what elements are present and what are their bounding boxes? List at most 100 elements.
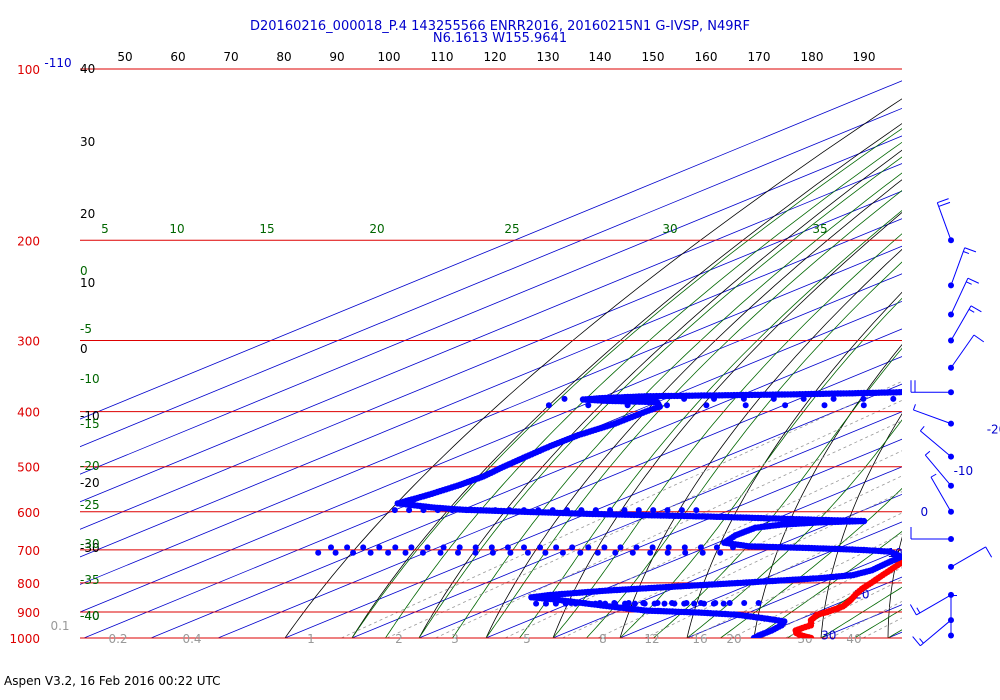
wind-barb	[948, 305, 982, 344]
dewpoint-point	[770, 395, 777, 402]
mixing-ratio-line	[690, 533, 902, 638]
dewpoint-point	[986, 318, 992, 324]
dewpoint-point	[740, 395, 747, 402]
dry-adiabat-line	[284, 98, 902, 638]
dewpoint-point	[651, 395, 658, 402]
isotherm-line	[80, 245, 902, 585]
dewpoint-point	[996, 382, 1000, 388]
wind-barb-flag	[970, 305, 982, 313]
isotherm-line	[80, 135, 902, 475]
isobar-label-100: 100	[17, 63, 40, 77]
dewpoint-point	[681, 395, 688, 402]
dewpoint-point	[964, 387, 970, 393]
isotherm-line	[485, 466, 902, 638]
wind-barb	[948, 277, 979, 318]
wind-barb-staff	[950, 277, 969, 315]
isotherm-line	[552, 493, 902, 638]
dewpoint-point	[506, 507, 513, 514]
dewpoint-point	[552, 600, 559, 607]
top-axis-label: 130	[537, 50, 560, 64]
dewpoint-point	[917, 389, 923, 395]
isotherm-line	[955, 69, 1000, 638]
dewpoint-point	[585, 402, 592, 409]
dewpoint-point	[988, 311, 994, 317]
isotherm-line	[820, 604, 902, 638]
dewpoint-point	[391, 507, 398, 514]
isotherm-label: -20	[987, 423, 1000, 437]
dewpoint-point	[492, 507, 499, 514]
dewpoint-point	[966, 387, 972, 393]
dewpoint-point	[624, 402, 631, 409]
temperature-point	[994, 473, 1000, 479]
temperature-point	[992, 475, 998, 481]
temperature-point	[934, 525, 940, 531]
dewpoint-point	[985, 381, 991, 387]
dewpoint-point	[344, 544, 351, 551]
dewpoint-point	[742, 402, 749, 409]
top-axis-label: 190	[853, 50, 876, 64]
temperature-point	[965, 499, 971, 505]
dewpoint-point	[969, 347, 975, 353]
dewpoint-point	[902, 389, 908, 395]
temperature-point	[961, 502, 967, 508]
dewpoint-point	[976, 343, 982, 349]
dewpoint-point	[535, 507, 542, 514]
wind-barb-staff	[950, 247, 966, 286]
isotherm-line	[150, 328, 902, 638]
moist-adiabat-line	[820, 586, 902, 638]
dewpoint-point	[328, 544, 334, 551]
dewpoint-point	[984, 325, 990, 331]
dewpoint-point	[596, 600, 603, 606]
wind-barb-staff	[950, 305, 972, 341]
dewpoint-point	[976, 380, 982, 386]
mixing-ratio-label: 3	[451, 632, 459, 646]
dewpoint-point	[420, 549, 426, 556]
temperature-point	[970, 493, 976, 499]
dewpoint-point	[920, 396, 926, 402]
dewpoint-point	[578, 507, 585, 514]
dewpoint-point	[982, 329, 988, 335]
dewpoint-point	[730, 544, 736, 551]
moist-adiabat-line	[653, 347, 902, 638]
dewpoint-point	[711, 395, 717, 402]
dewpoint-point	[562, 600, 569, 607]
dewpoint-point	[332, 549, 339, 556]
wind-barb-flag	[966, 281, 972, 285]
dewpoint-point	[621, 507, 628, 514]
wind-barb	[909, 591, 954, 616]
dewpoint-point	[681, 544, 688, 551]
top-axis-label: 160	[695, 50, 718, 64]
dewpoint-point	[949, 370, 955, 376]
wind-barb-flag	[973, 334, 985, 343]
dewpoint-point	[434, 507, 441, 514]
dewpoint-point	[969, 387, 975, 393]
dewpoint-point	[978, 341, 984, 347]
dewpoint-point	[985, 322, 991, 328]
dewpoint-point	[703, 402, 710, 409]
dewpoint-point	[980, 340, 986, 346]
dewpoint-point	[982, 381, 988, 387]
isotherm-label: 30	[821, 629, 836, 643]
dewpoint-point	[860, 402, 867, 409]
isotherm-label: -10	[954, 464, 974, 478]
dewpoint-point	[693, 507, 700, 514]
dewpoint-point	[633, 544, 640, 551]
dewpoint-point	[934, 388, 940, 394]
moist-adiabat-label: -15	[80, 417, 100, 431]
isotherm-line	[80, 107, 902, 448]
dewpoint-point	[456, 544, 463, 551]
dewpoint-point	[983, 327, 989, 333]
chart-title-line2: N6.1613 W155.9641	[432, 31, 568, 46]
temperature-point	[924, 544, 930, 550]
temperature-point	[958, 504, 964, 510]
dewpoint-point	[993, 309, 999, 315]
temperature-point	[985, 481, 991, 487]
top-axis-label: 140	[589, 50, 612, 64]
dewpoint-point	[697, 544, 704, 551]
moist-adiabat-line	[720, 487, 902, 638]
dry-adiabat-line	[887, 536, 902, 638]
dry-adiabat-label: 40	[80, 62, 95, 76]
temperature-point	[918, 548, 924, 554]
isotherm-line	[217, 356, 902, 638]
dewpoint-point	[617, 544, 624, 551]
